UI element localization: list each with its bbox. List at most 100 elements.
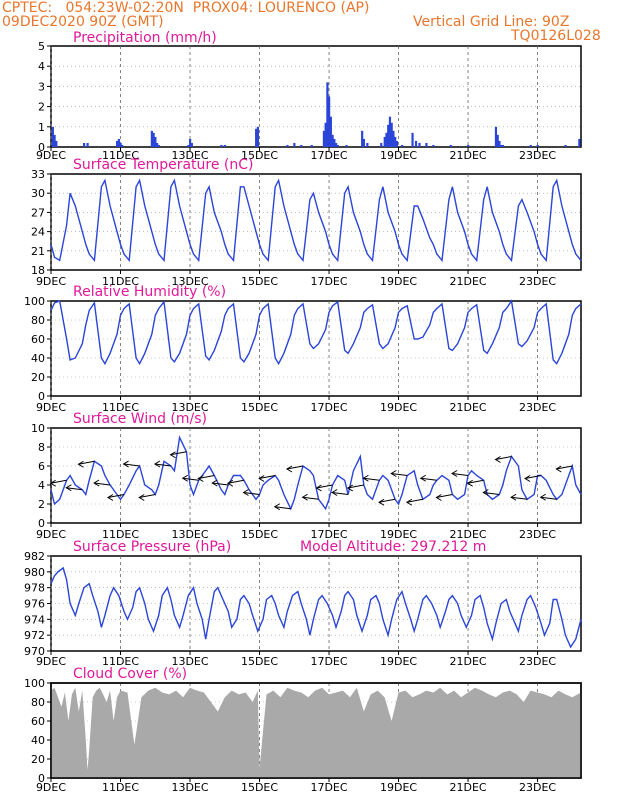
wind-arrow (524, 475, 542, 479)
precip-ytick-label: 1 (38, 121, 45, 134)
cloud-ytick-label: 40 (31, 734, 45, 747)
wind-arrow-head (539, 493, 546, 501)
wind-ytick-label: 2 (38, 498, 45, 511)
temp-ytick-label: 18 (31, 264, 45, 277)
precip-bar (500, 144, 503, 147)
temp-xtick-label: 15DEC (241, 275, 278, 288)
precip-xtick-label: 11DEC (102, 149, 139, 162)
press-ytick-label: 976 (24, 598, 45, 611)
wind-arrow-head (93, 479, 100, 487)
temp-frame (50, 173, 582, 271)
wind-arrow-head (181, 474, 188, 482)
rh-xtick-label: 9DEC (36, 401, 66, 414)
wind-line (50, 435, 582, 511)
precip-bar (190, 142, 193, 147)
precip-bar (116, 140, 119, 147)
precip-title: Precipitation (mm/h) (73, 30, 217, 46)
wind-xtick-label: 9DEC (36, 528, 66, 541)
header-grid-note: Vertical Grid Line: 90Z (413, 14, 570, 30)
wind-ytick-label: 8 (38, 441, 45, 454)
wind-ytick-label: 0 (38, 517, 45, 530)
cloud-xtick-label: 9DEC (36, 781, 66, 794)
precip-xtick-label: 17DEC (310, 149, 347, 162)
cloud-ytick-label: 20 (31, 753, 45, 766)
temp-ytick-label: 27 (31, 206, 45, 219)
wind-arrow-head (466, 479, 473, 487)
precip-bar (388, 116, 392, 147)
precip-bar (293, 142, 296, 147)
precip-bar (326, 82, 329, 147)
wind-xtick-label: 17DEC (310, 528, 347, 541)
wind-arrow-head (331, 489, 338, 496)
wind-arrow-head (524, 475, 531, 482)
wind-arrow-head (346, 484, 354, 492)
wind-arrow-head (226, 479, 234, 487)
wind-arrow-head (107, 494, 114, 501)
wind-arrow (316, 484, 333, 489)
wind-arrow (511, 496, 528, 500)
temp-xtick-label: 11DEC (102, 275, 139, 288)
precip-bar (390, 122, 393, 147)
wind-arrow (347, 484, 364, 489)
wind-xtick-label: 11DEC (102, 528, 139, 541)
cloud-ytick-label: 60 (31, 715, 45, 728)
wind-arrow (139, 494, 156, 498)
precip-xtick-label: 23DEC (519, 149, 556, 162)
wind-ytick-label: 10 (31, 422, 45, 435)
wind-arrow (243, 492, 260, 495)
temp-xtick-label: 17DEC (310, 275, 347, 288)
temp-xtick-label: 13DEC (171, 275, 208, 288)
wind-arrow (212, 482, 229, 486)
cloud-xtick-label: 23DEC (519, 781, 556, 794)
temp-xtick-label: 9DEC (36, 275, 66, 288)
wind-arrow-head (482, 489, 489, 496)
precip-bar (328, 96, 331, 147)
precip-bar (223, 144, 226, 147)
precip-ytick-label: 4 (38, 60, 45, 73)
precip-bar (157, 144, 160, 147)
precip-bar (333, 138, 336, 147)
wind-ytick-label: 6 (38, 460, 45, 473)
precip-bar (411, 132, 414, 147)
precip-bar (300, 144, 303, 147)
wind-arrow-head (49, 479, 56, 487)
temp-ytick-label: 24 (31, 226, 45, 239)
wind-arrow (78, 460, 95, 465)
cloud-xtick-label: 19DEC (380, 781, 417, 794)
wind-arrow-head (419, 474, 427, 482)
press-xtick-label: 23DEC (519, 655, 556, 668)
wind-arrow-head (138, 494, 145, 501)
precip-bar (578, 138, 581, 147)
wind-title: Surface Wind (m/s) (73, 411, 207, 427)
wind-arrow (302, 496, 319, 500)
precip-bar (414, 140, 418, 147)
precip-bar (564, 144, 567, 147)
rh-ytick-label: 100 (24, 295, 45, 308)
rh-xtick-label: 13DEC (171, 401, 208, 414)
wind-arrow-head (315, 484, 322, 492)
precip-xtick-label: 13DEC (171, 149, 208, 162)
rh-xtick-label: 17DEC (310, 401, 347, 414)
wind-arrow-head (122, 460, 129, 468)
precip-bar (187, 144, 190, 147)
temp-xtick-label: 23DEC (519, 275, 556, 288)
wind-arrow (363, 477, 380, 481)
precip-ytick-label: 2 (38, 101, 45, 114)
wind-arrow-head (378, 498, 385, 506)
press-line (50, 566, 582, 649)
wind-arrow (286, 465, 304, 470)
precip-bar (496, 134, 499, 147)
precip-xtick-label: 19DEC (380, 149, 417, 162)
cloud-area (51, 687, 581, 778)
press-ytick-label: 978 (24, 582, 45, 595)
precip-bar (536, 144, 539, 147)
wind-arrow (182, 477, 199, 481)
wind-arrow (378, 498, 396, 503)
precip-bar (529, 144, 532, 147)
press-ytick-label: 982 (24, 550, 45, 563)
wind-xtick-label: 13DEC (171, 528, 208, 541)
temp-ytick-label: 33 (31, 168, 45, 181)
wind-arrow (483, 492, 500, 495)
press-xtick-label: 13DEC (171, 655, 208, 668)
wind-arrow (94, 482, 111, 486)
